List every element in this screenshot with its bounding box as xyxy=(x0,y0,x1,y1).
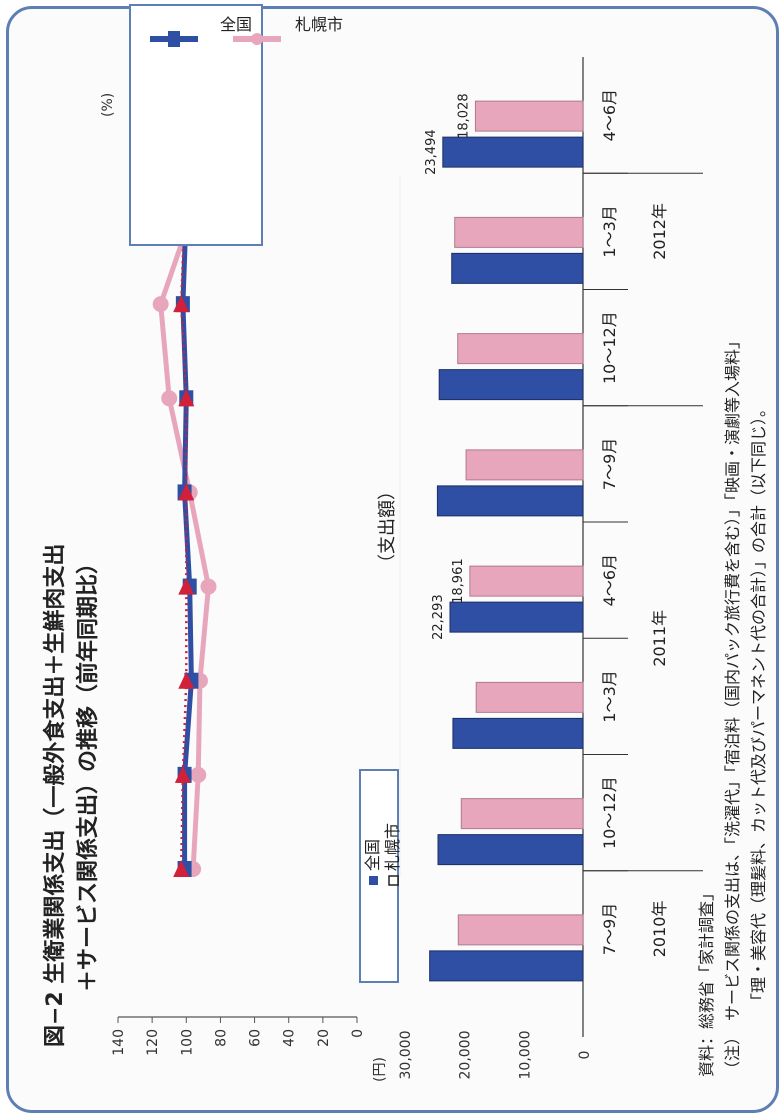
line-y-tick-label: 140 xyxy=(111,1029,127,1056)
bar-data-label: 18,961 xyxy=(451,558,466,604)
bar-sapporo xyxy=(469,565,584,597)
bar-y-tick-label: 30,000 xyxy=(398,1031,414,1080)
bar-zenkoku xyxy=(442,136,584,168)
sapporo-point xyxy=(200,578,217,595)
line-y-tick-label: 80 xyxy=(213,1029,229,1047)
legend-zenkoku-marker xyxy=(168,31,180,47)
sapporo-point xyxy=(190,766,207,783)
bar-chart: （支出額） (円) 30,000 20,000 10,000 0 22,293 18,9… xyxy=(372,57,703,1082)
category-label: 1〜3月 xyxy=(600,670,619,722)
legend-bar-zenkoku-swatch xyxy=(369,876,378,885)
bar-zenkoku xyxy=(436,485,584,517)
series-zenkoku-line xyxy=(180,209,194,869)
legend-zenkoku-label: 全国 xyxy=(220,15,252,34)
bar-sapporo xyxy=(457,333,584,365)
note-line2: 「理・美容代（理髪料、カット代及びパーマネント代の合計）」の合計（以下同じ）。 xyxy=(749,401,768,1009)
line-y-unit: (%) xyxy=(100,93,116,117)
bar-sapporo xyxy=(474,100,584,132)
bar-zenkoku xyxy=(451,252,584,284)
dotted-point xyxy=(178,389,195,407)
year-label: 2012年 xyxy=(650,203,669,260)
bar-y-tick-label: 0 xyxy=(577,1051,593,1060)
bar-sapporo xyxy=(460,798,584,830)
bar-sapporo xyxy=(465,449,584,481)
year-label: 2010年 xyxy=(650,901,669,958)
category-label: 4〜6月 xyxy=(600,89,619,141)
figure-title-line1: 図−2 生衛業関係支出（一般外食支出＋生鮮肉支出 xyxy=(42,544,68,1047)
category-label: 4〜6月 xyxy=(600,554,619,606)
bar-zenkoku xyxy=(449,601,584,633)
sapporo-point xyxy=(161,390,178,407)
category-label: 7〜9月 xyxy=(600,438,619,490)
series-dotted-line xyxy=(179,209,188,870)
category-label: 7〜9月 xyxy=(600,903,619,955)
line-y-tick-label: 40 xyxy=(282,1029,298,1047)
bar-y-tick-label: 20,000 xyxy=(458,1031,474,1080)
category-label: 1〜3月 xyxy=(600,205,619,257)
line-legend: 全国 札幌市 xyxy=(129,4,343,246)
bar-data-label: 18,028 xyxy=(456,93,471,139)
dotted-point xyxy=(173,860,190,877)
line-y-tick-label: 20 xyxy=(316,1029,332,1047)
legend-bar-sapporo-label: 札幌市 xyxy=(383,823,402,871)
line-y-tick-label: 0 xyxy=(350,1029,366,1038)
category-label: 10〜12月 xyxy=(600,776,619,849)
bar-y-tick-label: 10,000 xyxy=(517,1031,533,1080)
series-sapporo-line xyxy=(158,209,211,870)
line-y-tick-label: 100 xyxy=(179,1029,195,1056)
bar-sapporo xyxy=(475,681,584,713)
dotted-point xyxy=(174,765,191,783)
legend-sapporo-label: 札幌市 xyxy=(295,15,343,34)
legend-bar-zenkoku-label: 全国 xyxy=(363,839,382,871)
bar-sapporo xyxy=(457,914,584,946)
legend-sapporo-marker xyxy=(251,33,263,45)
bar-data-label: 23,494 xyxy=(424,129,439,175)
source-text: 資料：総務省「家計調査」 xyxy=(697,885,716,1077)
year-label: 2011年 xyxy=(650,610,669,667)
line-chart: (%) 140 120 100 80 60 40 20 0 xyxy=(100,93,401,1056)
bar-zenkoku xyxy=(452,717,584,749)
bar-legend: 全国 札幌市 xyxy=(359,769,402,983)
dotted-point xyxy=(173,295,190,313)
line-y-tick-label: 120 xyxy=(145,1029,161,1056)
line-legend-box xyxy=(129,4,263,246)
category-label: 10〜12月 xyxy=(600,311,619,384)
bar-data-label: 22,293 xyxy=(431,594,446,640)
bar-zenkoku xyxy=(429,950,584,982)
note-line1: （注） サービス関係の支出は、「洗濯代」「宿泊料（国内パック旅行費を含む）」「映… xyxy=(723,333,742,1077)
bar-y-unit: (円) xyxy=(372,1057,388,1082)
bar-zenkoku xyxy=(438,369,584,401)
bar-sapporo xyxy=(454,216,584,248)
dotted-point xyxy=(178,577,195,595)
bar-chart-subtitle: （支出額） xyxy=(377,482,398,572)
bar-zenkoku xyxy=(437,834,584,866)
dotted-point xyxy=(178,483,195,501)
line-y-tick-label: 60 xyxy=(248,1029,264,1047)
figure-title-line2: ＋サービス関係支出）の推移（前年同期比） xyxy=(75,552,101,992)
legend-bar-sapporo-swatch xyxy=(388,875,399,886)
sapporo-point xyxy=(152,296,169,313)
dotted-point xyxy=(178,671,195,689)
